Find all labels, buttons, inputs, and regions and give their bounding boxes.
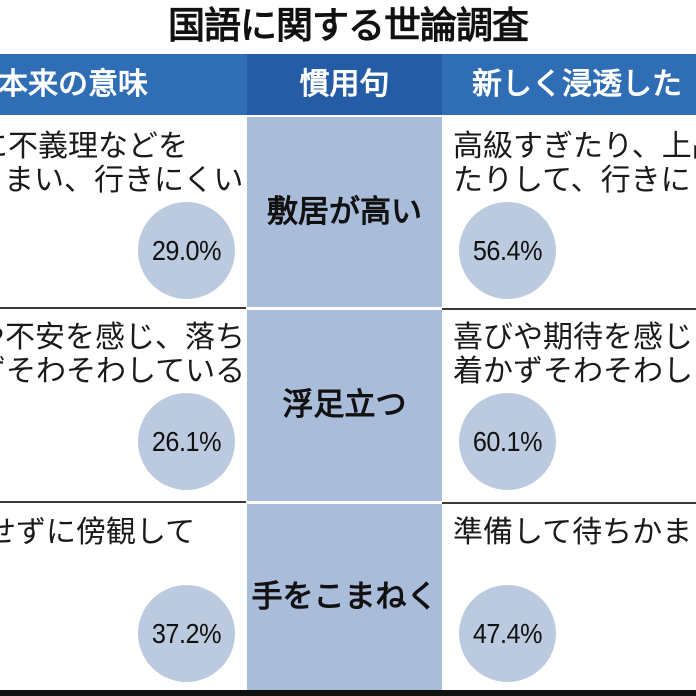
idiom-cell: 浮足立つ <box>247 310 442 501</box>
original-percent-circle: 29.0% <box>138 202 235 299</box>
new-meaning-line: 高級すぎたり、上品 <box>453 129 696 164</box>
page-title: 国語に関する世論調査 <box>168 4 529 47</box>
new-percent-circle: 56.4% <box>459 202 556 299</box>
table-row: せずに傍観して 37.2% 手をこまねく 準備して待ちかま 47.4% <box>0 504 696 690</box>
new-meaning-line: 準備して待ちかま <box>453 515 693 550</box>
header-idiom-label: 慣用句 <box>299 67 390 102</box>
header-new-meaning-label: 新しく浸透した <box>472 67 682 102</box>
header-original-meaning: 本来の意味 <box>0 54 247 115</box>
new-meaning-line: 喜びや期待を感じ <box>453 320 693 355</box>
original-meaning-line: ずそわそわしている <box>0 354 246 389</box>
original-percent: 37.2% <box>151 617 222 649</box>
row-divider <box>0 501 246 503</box>
original-percent: 26.1% <box>151 425 222 457</box>
idiom-label: 敷居が高い <box>267 193 422 230</box>
header-idiom: 慣用句 <box>247 54 442 115</box>
original-meaning-line: まい、行きにくい <box>4 163 244 198</box>
row-divider <box>442 308 696 310</box>
new-percent-circle: 47.4% <box>459 585 556 682</box>
new-percent: 56.4% <box>472 234 543 266</box>
row-divider <box>0 307 246 309</box>
bottom-border <box>0 690 696 696</box>
header-original-meaning-label: 本来の意味 <box>0 67 148 102</box>
original-percent-circle: 37.2% <box>138 585 235 682</box>
new-percent-circle: 60.1% <box>459 393 556 490</box>
original-percent-circle: 26.1% <box>138 393 235 490</box>
idiom-label: 浮足立つ <box>282 387 407 423</box>
new-meaning-line: 着かずそわそわし <box>453 354 693 389</box>
table-row: や不安を感じ、落ち ずそわそわしている 26.1% 浮足立つ 喜びや期待を感じ … <box>0 310 696 502</box>
idiom-label: 手をこまねく <box>251 578 438 615</box>
original-percent: 29.0% <box>151 234 222 266</box>
idiom-cell: 敷居が高い <box>247 117 442 307</box>
original-meaning-line: や不安を感じ、落ち <box>0 320 245 355</box>
table-row: に不義理などを まい、行きにくい 29.0% 敷居が高い 高級すぎたり、上品 た… <box>0 116 696 308</box>
row-divider <box>442 502 696 504</box>
new-percent: 60.1% <box>472 425 543 457</box>
new-percent: 47.4% <box>472 617 543 649</box>
new-meaning-line: たりして、行きにく <box>453 163 696 198</box>
header-new-meaning: 新しく浸透した <box>442 54 696 115</box>
original-meaning-line: せずに傍観して <box>0 515 196 550</box>
idiom-cell: 手をこまねく <box>247 504 442 690</box>
original-meaning-line: に不義理などを <box>0 129 188 164</box>
